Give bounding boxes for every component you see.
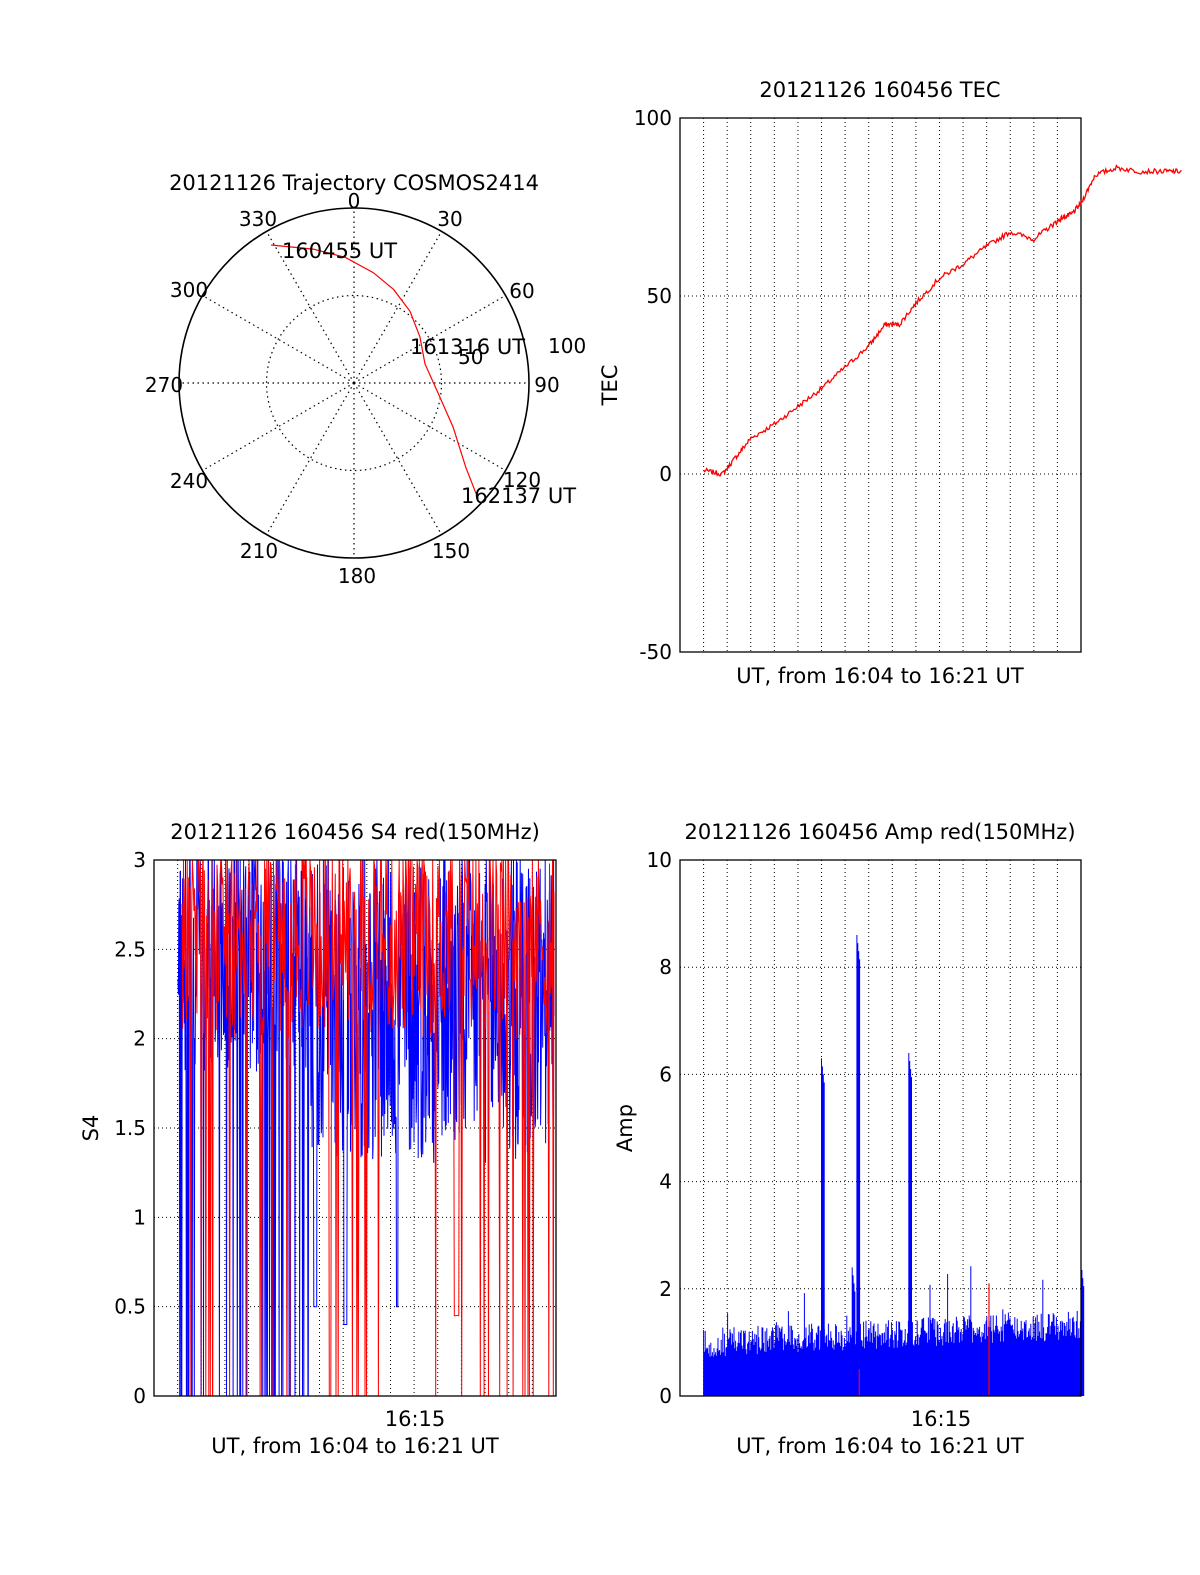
- y-tick-label: -50: [639, 640, 672, 664]
- tec-grid: [680, 118, 1081, 652]
- polar-spoke: [265, 382, 355, 535]
- polar-azimuth-label: 210: [240, 539, 278, 563]
- polar-annotation-mid: 161316 UT: [410, 335, 525, 359]
- polar-outer-circle: [178, 207, 530, 559]
- y-tick-label: 8: [659, 955, 672, 979]
- s4-title: 20121126 160456 S4 red(150MHz): [170, 820, 540, 844]
- amp-x-axis-label: UT, from 16:04 to 16:21 UT: [736, 1434, 1024, 1458]
- polar-azimuth-label: 120: [503, 468, 541, 492]
- tec-x-axis-label: UT, from 16:04 to 16:21 UT: [736, 664, 1024, 688]
- polar-annotation-end: 162137 UT: [461, 484, 576, 508]
- amp-title: 20121126 160456 Amp red(150MHz): [684, 820, 1075, 844]
- polar-ring-50: [265, 294, 443, 472]
- polar-spoke: [202, 382, 355, 472]
- tec-series-line: [703, 164, 1182, 477]
- polar-radius-label-50: 50: [458, 345, 483, 369]
- s4-y-ticks: 3 2.5 2 1.5 1 0.5 0: [114, 848, 146, 1408]
- y-tick-label: 0: [133, 1384, 146, 1408]
- s4-plot-frame: [153, 859, 557, 1397]
- polar-azimuth-label: 30: [437, 207, 462, 231]
- polar-spoke: [353, 382, 443, 535]
- s4-x-tick-label: 16:15: [385, 1407, 446, 1431]
- y-tick-label: 2: [659, 1277, 672, 1301]
- polar-azimuth-label: 300: [170, 278, 208, 302]
- s4-x-axis-label: UT, from 16:04 to 16:21 UT: [211, 1434, 499, 1458]
- polar-annotation-start: 160455 UT: [282, 239, 397, 263]
- polar-azimuth-label: 150: [432, 539, 470, 563]
- y-tick-label: 50: [647, 284, 672, 308]
- y-tick-label: 1: [133, 1205, 146, 1229]
- tec-plot-frame: [679, 117, 1082, 653]
- polar-spoke: [353, 294, 506, 384]
- y-tick-label: 0.5: [114, 1295, 146, 1319]
- polar-azimuth-label: 330: [239, 207, 277, 231]
- amp-x-tick-label: 16:15: [911, 1407, 972, 1431]
- y-tick-label: 1.5: [114, 1116, 146, 1140]
- polar-spoke: [202, 294, 355, 384]
- polar-azimuth-labels: 0 30 60 90 120 150 180 210 240 270 300 330: [145, 189, 560, 588]
- amp-series-blue: [703, 935, 1085, 1396]
- y-tick-label: 2: [133, 1027, 146, 1051]
- y-tick-label: 10: [647, 848, 672, 872]
- polar-spoke: [353, 231, 443, 384]
- y-tick-label: 6: [659, 1062, 672, 1086]
- amp-series-red: [858, 1283, 990, 1396]
- polar-azimuth-label: 90: [534, 373, 559, 397]
- polar-chart: 20121126 Trajectory COSMOS2414 0 30 60 90 12…: [145, 171, 586, 588]
- y-tick-label: 0: [659, 1384, 672, 1408]
- polar-spoke: [265, 231, 355, 384]
- polar-azimuth-label: 60: [509, 279, 534, 303]
- polar-grid: [179, 208, 529, 558]
- amp-y-ticks: 10 8 6 4 2 0: [647, 848, 672, 1408]
- polar-azimuth-label: 270: [145, 373, 183, 397]
- tec-y-axis-label: TEC: [598, 365, 622, 407]
- amp-chart: 20121126 160456 Amp red(150MHz) 1086420 …: [613, 820, 1085, 1458]
- tec-y-ticks: 100 50 0 -50: [634, 106, 672, 664]
- polar-radius-label-100: 100: [548, 334, 586, 358]
- polar-azimuth-label: 0: [348, 189, 361, 213]
- y-tick-label: 4: [659, 1170, 672, 1194]
- amp-y-axis-label: Amp: [613, 1104, 637, 1152]
- polar-azimuth-label: 180: [338, 564, 376, 588]
- amp-plot-frame: [679, 859, 1082, 1397]
- tec-chart: 20121126 160456 TEC 100 50 0 -50 TEC UT, fr…: [598, 78, 1182, 688]
- polar-title: 20121126 Trajectory COSMOS2414: [169, 171, 539, 195]
- s4-chart: 20121126 160456 S4 red(150MHz) 3 2.5 2 1.5 1…: [79, 820, 557, 1458]
- y-tick-label: 100: [634, 106, 672, 130]
- s4-y-axis-label: S4: [79, 1115, 103, 1142]
- y-tick-label: 0: [659, 462, 672, 486]
- polar-azimuth-label: 240: [170, 469, 208, 493]
- s4-series-red: [181, 859, 555, 1397]
- tec-title: 20121126 160456 TEC: [759, 78, 1000, 102]
- polar-trajectory-line: [271, 244, 479, 500]
- y-tick-label: 2.5: [114, 937, 146, 961]
- amp-grid: [680, 860, 1081, 1396]
- y-tick-label: 3: [133, 848, 146, 872]
- polar-spoke: [353, 382, 506, 472]
